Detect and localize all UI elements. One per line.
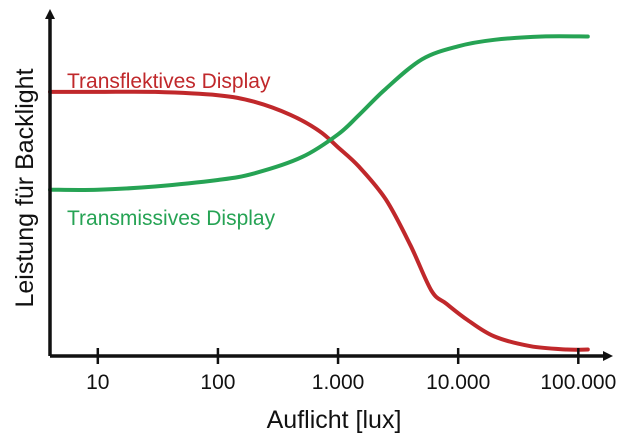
x-ticks: 10 100 1.000 10.000 100.000	[86, 348, 616, 394]
x-tick-label: 1.000	[312, 371, 365, 394]
plot-area	[48, 34, 590, 352]
x-tick-label: 10	[86, 371, 109, 394]
series-line-transflektives	[48, 89, 590, 352]
series-label-transflektives: Transflektives Display	[67, 70, 271, 93]
x-axis-label: Auflicht [lux]	[267, 406, 402, 434]
x-tick-label: 10.000	[426, 371, 490, 394]
series-label-transmissives: Transmissives Display	[67, 207, 276, 230]
x-tick-label: 100.000	[540, 371, 616, 394]
series-line-transmissives	[48, 34, 590, 192]
x-tick-label: 100	[200, 371, 235, 394]
y-axis-label: Leistung für Backlight	[11, 68, 39, 307]
